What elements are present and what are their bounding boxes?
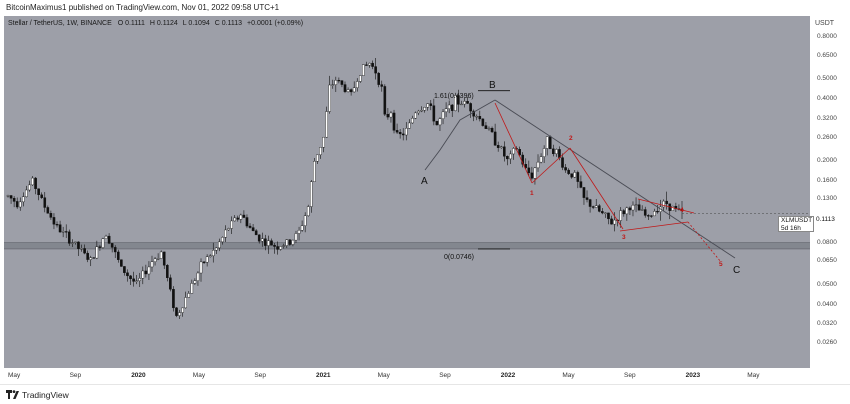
time-axis[interactable]	[4, 368, 810, 384]
price-tick-label: 0.0260	[817, 338, 837, 346]
sub-wave-2-label: 2	[569, 135, 573, 142]
sub-wave-1-label: 1	[530, 190, 534, 197]
axis-corner	[810, 368, 850, 384]
sub-wave-5-label: 5	[719, 261, 723, 268]
symbol-price-tag: XLMUSDT 5d 16h	[778, 216, 814, 232]
current-symbol: XLMUSDT	[781, 217, 813, 224]
legend-open: O 0.1111	[117, 20, 145, 27]
currency-label: USDT	[815, 20, 835, 27]
price-tick-label: 0.8000	[817, 33, 837, 41]
price-tick-label: 0.0650	[817, 257, 837, 265]
wave-a-label: A	[421, 176, 428, 187]
legend-change: +0.0001 (+0.09%)	[247, 20, 304, 27]
price-tick-label: 0.2600	[817, 133, 837, 141]
fib-low-label: 0(0.0746)	[444, 254, 474, 261]
sub-wave-3-label: 3	[622, 234, 626, 241]
footer-brand: TradingView	[22, 390, 69, 400]
chart-area[interactable]	[4, 16, 810, 368]
price-tick-label: 0.0500	[817, 280, 837, 288]
publisher-bar: BitcoinMaximus1 published on TradingView…	[0, 0, 850, 16]
price-tick-label: 0.3200	[817, 115, 837, 123]
price-tick-label: 0.0800	[817, 238, 837, 246]
time-tick-label: Sep	[69, 372, 82, 379]
tradingview-logo-icon	[6, 390, 19, 399]
time-tick-label: 2020	[131, 372, 146, 379]
price-tick-label: 0.4000	[817, 95, 837, 103]
legend-close: C 0.1113	[214, 20, 243, 27]
price-tick-label: 0.0320	[817, 320, 837, 328]
legend-low: L 0.1094	[182, 20, 210, 27]
legend-high: H 0.1124	[149, 20, 178, 27]
wave-b-label: B	[489, 80, 496, 91]
time-tick-label: 2023	[685, 372, 701, 379]
fib-high-label: 1.61(0.4396)	[434, 93, 474, 100]
price-tick-label: 0.1300	[817, 195, 837, 203]
legend-symbol: Stellar / TetherUS, 1W, BINANCE	[8, 20, 112, 27]
price-tick-label: 0.5000	[817, 75, 837, 83]
symbol-legend: Stellar / TetherUS, 1W, BINANCE O 0.1111…	[8, 20, 303, 27]
time-tick-label: 2022	[500, 372, 516, 379]
wave-c-label: C	[733, 265, 741, 276]
price-tick-label: 0.6500	[817, 51, 837, 59]
price-axis[interactable]	[810, 16, 850, 368]
publisher-text: BitcoinMaximus1 published on TradingView…	[6, 3, 280, 12]
price-tick-label: 0.0400	[817, 300, 837, 308]
sub-wave-4-label: 4	[680, 207, 684, 214]
time-tick-label: May	[562, 372, 575, 379]
time-tick-label: May	[377, 372, 390, 379]
time-tick-label: May	[8, 372, 21, 379]
bar-countdown: 5d 16h	[781, 225, 801, 232]
time-tick-label: 2021	[316, 372, 331, 379]
time-tick-label: Sep	[439, 372, 451, 379]
time-tick-label: Sep	[624, 372, 636, 379]
time-tick-label: Sep	[254, 372, 266, 379]
time-tick-label: May	[192, 372, 206, 379]
price-tick-label: 0.2000	[817, 156, 837, 164]
current-price-label: 0.1113	[814, 216, 848, 232]
footer: TradingView	[0, 384, 850, 404]
time-tick-label: May	[747, 372, 760, 379]
price-tick-label: 0.1600	[817, 176, 837, 184]
